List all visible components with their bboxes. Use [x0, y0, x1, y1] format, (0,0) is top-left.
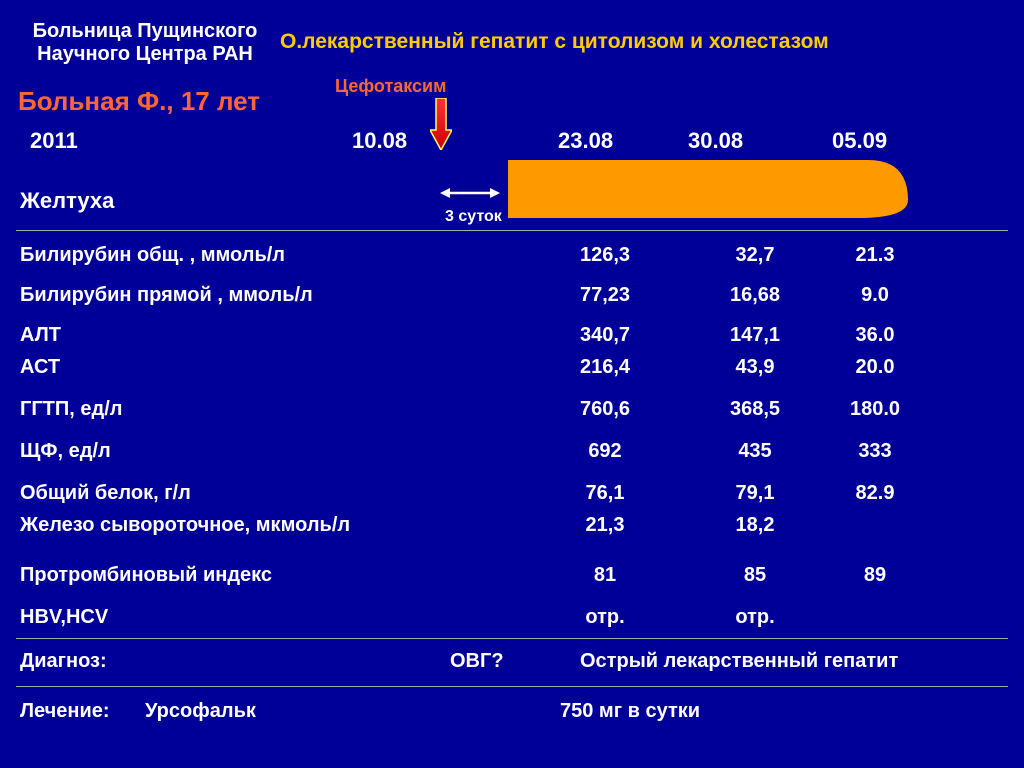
treatment-dose: 750 мг в сутки [560, 700, 700, 723]
jaundice-label: Желтуха [20, 188, 114, 214]
row-value: 18,2 [710, 514, 800, 537]
date-1: 10.08 [352, 128, 407, 154]
date-3: 30.08 [688, 128, 743, 154]
year-label: 2011 [30, 128, 78, 154]
row-label: Билирубин общ. , ммоль/л [20, 244, 285, 267]
row-label: Общий белок, г/л [20, 482, 191, 505]
drug-label: Цефотаксим [335, 76, 446, 97]
row-value: 36.0 [830, 324, 920, 347]
row-value: 85 [710, 564, 800, 587]
row-value: отр. [560, 606, 650, 629]
row-value: 77,23 [560, 284, 650, 307]
row-value: 32,7 [710, 244, 800, 267]
row-value: 333 [830, 440, 920, 463]
row-value: 76,1 [560, 482, 650, 505]
row-value: 9.0 [830, 284, 920, 307]
row-value: 43,9 [710, 356, 800, 379]
hospital-line2: Научного Центра РАН [37, 43, 253, 65]
row-value: отр. [710, 606, 800, 629]
row-value: 79,1 [710, 482, 800, 505]
jaundice-shape [508, 160, 908, 223]
treatment-label: Лечение: [20, 700, 110, 723]
row-value: 368,5 [710, 398, 800, 421]
row-value: 16,68 [710, 284, 800, 307]
row-value: 180.0 [830, 398, 920, 421]
row-value: 435 [710, 440, 800, 463]
double-arrow-icon [440, 185, 500, 206]
patient-info: Больная Ф., 17 лет [18, 86, 260, 117]
row-value: 82.9 [830, 482, 920, 505]
row-label: Железо сывороточное, мкмоль/л [20, 514, 350, 537]
duration-label: 3 суток [445, 208, 502, 226]
arrow-down-icon [430, 98, 452, 155]
divider-2 [16, 638, 1008, 639]
diagnosis-label: Диагноз: [20, 650, 107, 673]
row-label: АСТ [20, 356, 60, 379]
slide-title: О.лекарственный гепатит с цитолизом и хо… [280, 30, 829, 54]
row-value: 81 [560, 564, 650, 587]
diagnosis-question: ОВГ? [450, 650, 504, 673]
hospital-line1: Больница Пущинского [33, 20, 258, 42]
divider-3 [16, 686, 1008, 687]
row-value: 760,6 [560, 398, 650, 421]
diagnosis-main: Острый лекарственный гепатит [580, 650, 898, 673]
treatment-drug: Урсофальк [145, 700, 256, 723]
row-value: 20.0 [830, 356, 920, 379]
row-value: 126,3 [560, 244, 650, 267]
divider-1 [16, 230, 1008, 231]
row-label: HBV,HCV [20, 606, 108, 629]
row-label: АЛТ [20, 324, 61, 347]
row-value: 21,3 [560, 514, 650, 537]
row-value: 21.3 [830, 244, 920, 267]
row-value: 147,1 [710, 324, 800, 347]
row-label: ГГТП, ед/л [20, 398, 122, 421]
row-label: Билирубин прямой , ммоль/л [20, 284, 313, 307]
row-value: 340,7 [560, 324, 650, 347]
row-value: 692 [560, 440, 650, 463]
hospital-name: Больница Пущинского Научного Центра РАН [20, 20, 270, 66]
date-4: 05.09 [832, 128, 887, 154]
date-2: 23.08 [558, 128, 613, 154]
row-value: 216,4 [560, 356, 650, 379]
row-value: 89 [830, 564, 920, 587]
row-label: ЩФ, ед/л [20, 440, 111, 463]
row-label: Протромбиновый индекс [20, 564, 272, 587]
